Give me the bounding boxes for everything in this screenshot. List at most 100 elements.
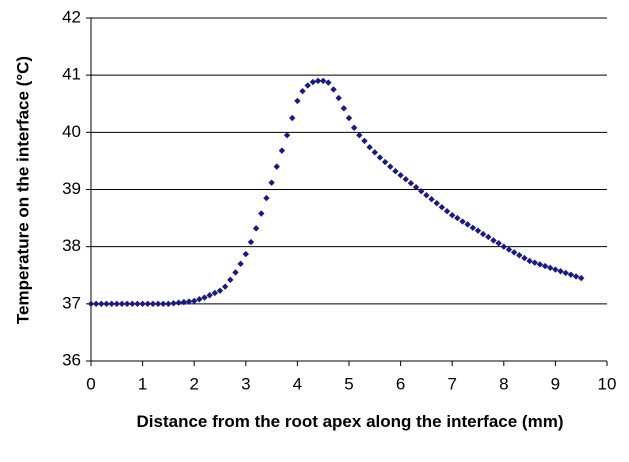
point [531, 259, 538, 266]
x-tick-label: 4 [293, 374, 302, 393]
point [283, 131, 291, 139]
point [376, 154, 384, 161]
point [278, 147, 286, 154]
point [144, 300, 151, 308]
y-tick-label: 38 [62, 236, 81, 255]
point [428, 196, 435, 203]
point [526, 257, 533, 265]
point [397, 172, 404, 179]
x-tick-label: 6 [396, 374, 405, 393]
y-axis-label: Temperature on the interface (°C) [13, 56, 32, 324]
point [407, 180, 415, 187]
point [449, 212, 456, 219]
point [459, 218, 466, 225]
point [227, 276, 234, 284]
y-tick-label: 40 [62, 122, 81, 141]
point [196, 296, 203, 303]
point [402, 176, 409, 183]
point [521, 254, 528, 262]
point [299, 87, 306, 95]
point [98, 300, 105, 308]
point [490, 237, 497, 244]
point [371, 149, 378, 156]
point [423, 192, 430, 199]
point [412, 184, 420, 191]
point [314, 77, 322, 85]
y-tick-label: 41 [62, 65, 81, 84]
point [485, 233, 492, 241]
point [165, 300, 172, 308]
point [304, 82, 311, 89]
point [356, 131, 363, 139]
point [118, 300, 126, 308]
point [366, 143, 373, 151]
point [221, 283, 229, 290]
point [252, 225, 260, 232]
point [381, 158, 389, 166]
point [547, 264, 554, 272]
point [175, 299, 182, 306]
point [211, 289, 219, 297]
point [242, 250, 249, 258]
point [237, 260, 244, 268]
point [516, 252, 523, 259]
point [469, 224, 477, 232]
point [309, 78, 317, 86]
point [206, 292, 213, 299]
point [129, 300, 136, 308]
point [149, 300, 157, 308]
point [474, 227, 482, 234]
point [438, 204, 446, 211]
point [578, 274, 585, 282]
x-tick-label: 9 [551, 374, 560, 393]
x-tick-label: 0 [86, 374, 95, 393]
point [557, 268, 564, 275]
point [495, 240, 502, 247]
point [479, 230, 487, 238]
y-tick-label: 42 [62, 7, 81, 26]
point [505, 246, 513, 253]
point [134, 300, 141, 308]
y-tick-label: 39 [62, 179, 81, 198]
x-tick-label: 8 [499, 374, 508, 393]
point [387, 163, 394, 170]
point [418, 188, 425, 195]
point [258, 210, 265, 217]
point [500, 243, 507, 250]
point [170, 300, 177, 307]
point [562, 269, 569, 277]
point [330, 86, 337, 93]
point [247, 238, 255, 246]
x-tick-label: 2 [189, 374, 198, 393]
point [201, 294, 208, 301]
point [87, 300, 95, 308]
point [541, 262, 549, 270]
point [567, 271, 575, 278]
point [113, 300, 120, 308]
point [510, 249, 518, 256]
point [345, 114, 353, 122]
x-tick-label: 1 [138, 374, 147, 393]
point [325, 79, 332, 86]
point [103, 300, 110, 308]
point [160, 300, 167, 308]
point [572, 273, 580, 280]
point [350, 124, 358, 131]
point [180, 298, 188, 306]
point [392, 168, 399, 175]
point [232, 269, 239, 276]
point [263, 194, 270, 202]
point [185, 298, 193, 305]
x-tick-label: 7 [447, 374, 456, 393]
point [108, 300, 115, 308]
point [433, 200, 440, 207]
point [454, 214, 461, 222]
point [340, 105, 348, 112]
y-tick-label: 36 [62, 350, 81, 369]
point [536, 261, 544, 268]
x-tick-label: 10 [598, 374, 617, 393]
point [139, 300, 146, 308]
point [294, 97, 301, 105]
